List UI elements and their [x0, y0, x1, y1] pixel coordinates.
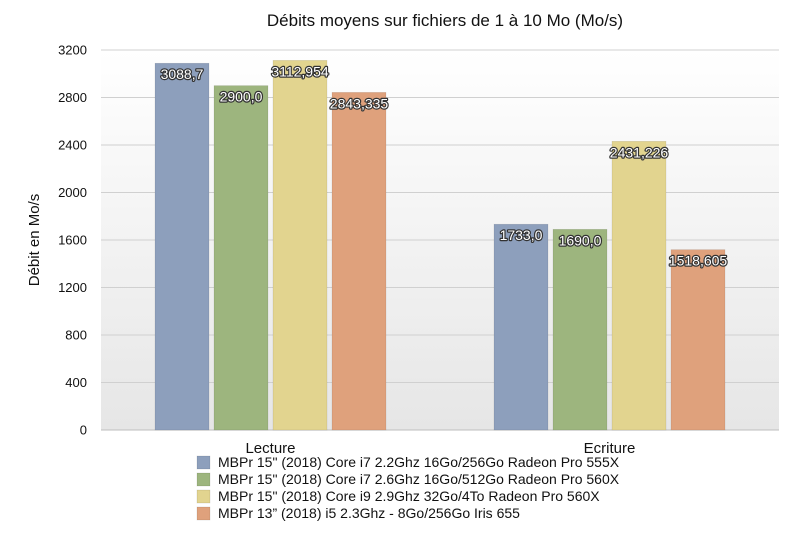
bars [154, 60, 726, 431]
bar [154, 62, 210, 431]
bar [213, 85, 269, 431]
legend-swatch [196, 489, 211, 504]
x-tick-label: Ecriture [584, 440, 636, 457]
data-label: 2900,0 [220, 89, 263, 105]
y-tick-label: 400 [65, 375, 87, 390]
legend-swatch [196, 506, 211, 521]
bar [670, 249, 726, 431]
bar [552, 229, 608, 431]
y-tick-label: 800 [65, 328, 87, 343]
data-label: 2843,335 [330, 95, 389, 111]
legend-swatch [196, 455, 211, 470]
x-axis-ticks: Lecture Ecriture [245, 440, 635, 457]
data-label: 1690,0 [559, 232, 602, 248]
y-tick-label: 2000 [58, 185, 87, 200]
y-axis-ticks: 0 400 800 1200 1600 2000 2400 2800 3200 [58, 43, 87, 438]
bar [611, 140, 667, 431]
legend: MBPr 15" (2018) Core i7 2.2Ghz 16Go/256G… [196, 454, 620, 521]
data-label: 2431,226 [610, 144, 669, 160]
data-label: 3112,954 [271, 63, 329, 79]
bar [272, 60, 328, 431]
data-label: 3088,7 [161, 66, 204, 82]
y-tick-label: 2400 [58, 138, 87, 153]
data-label: 1733,0 [500, 227, 543, 243]
y-tick-label: 1200 [58, 280, 87, 295]
y-axis-label: Débit en Mo/s [26, 194, 43, 287]
bar [493, 223, 549, 431]
legend-entry: MBPr 13” (2018) i5 2.3Ghz - 8Go/256Go Ir… [218, 505, 520, 521]
legend-entry: MBPr 15" (2018) Core i7 2.2Ghz 16Go/256G… [218, 454, 620, 470]
data-label: 1518,605 [669, 253, 728, 269]
x-tick-label: Lecture [245, 440, 295, 457]
legend-entry: MBPr 15" (2018) Core i9 2.9Ghz 32Go/4To … [218, 488, 600, 504]
y-tick-label: 2800 [58, 90, 87, 105]
y-tick-label: 3200 [58, 43, 87, 58]
chart-title: Débits moyens sur fichiers de 1 à 10 Mo … [267, 11, 623, 30]
bar [331, 92, 387, 431]
y-tick-label: 1600 [58, 233, 87, 248]
legend-swatch [196, 472, 211, 487]
legend-entry: MBPr 15" (2018) Core i7 2.6Ghz 16Go/512G… [218, 471, 620, 487]
y-tick-label: 0 [80, 423, 87, 438]
